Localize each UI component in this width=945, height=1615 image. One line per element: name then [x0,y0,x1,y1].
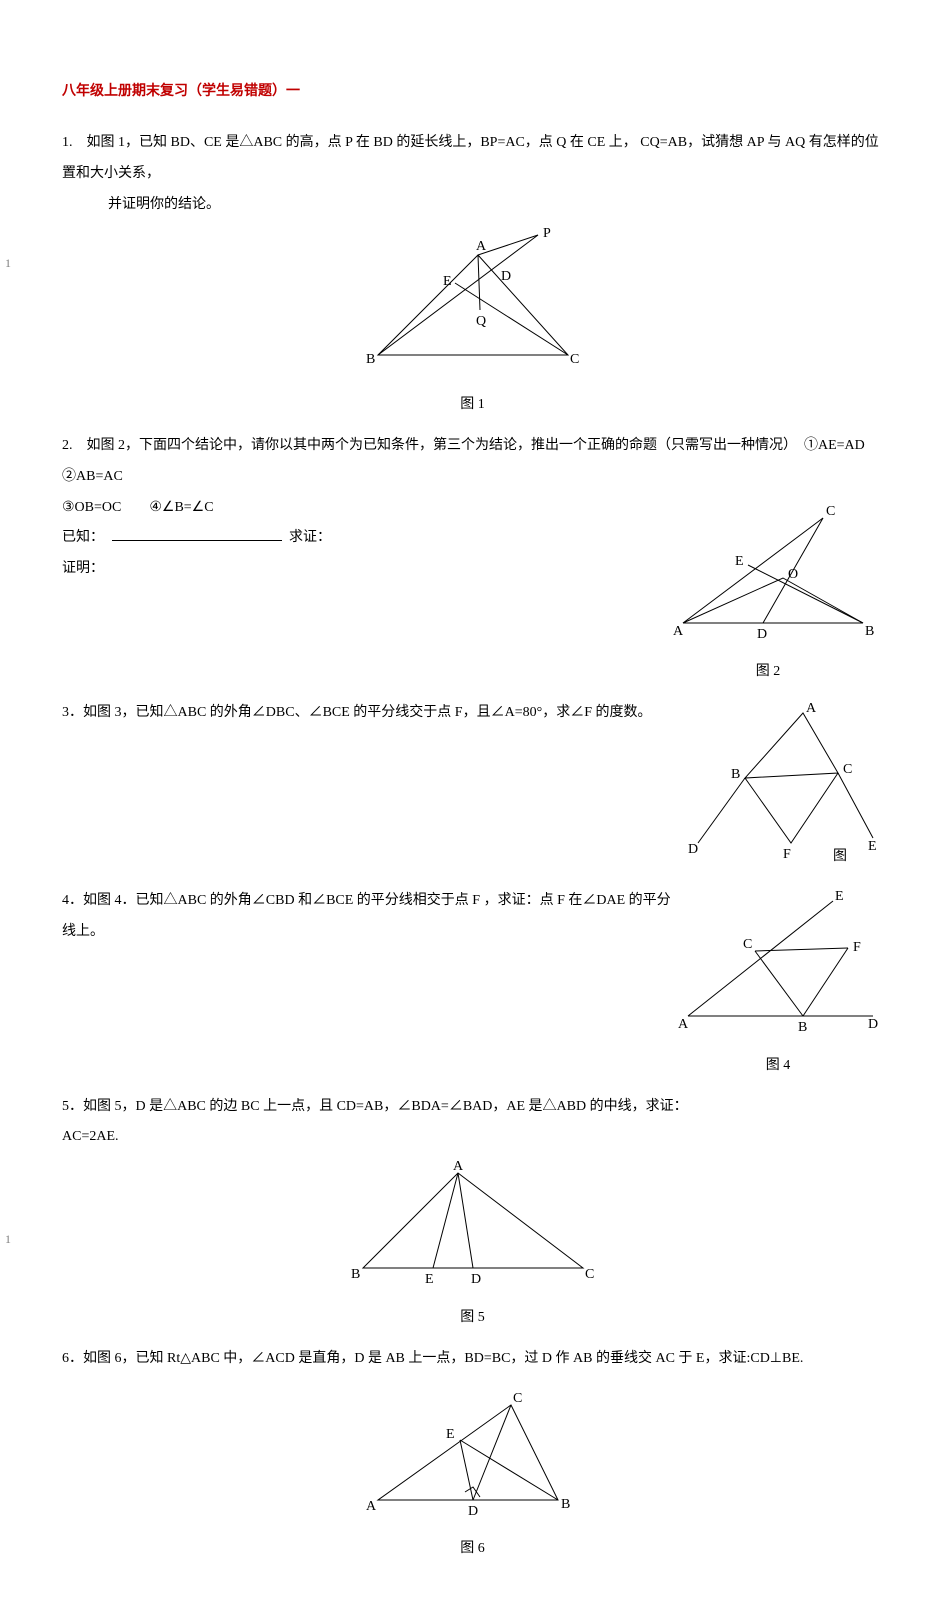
problem-5-line2: AC=2AE. [62,1122,883,1153]
fig4-label-C: C [743,937,752,952]
fig6-label-C: C [513,1391,522,1406]
problem-3-text: 3．如图 3，已知△ABC 的外角∠DBC、∠BCE 的平分线交于点 F，且∠A… [62,698,683,729]
fig6-label-D: D [468,1504,478,1519]
figure-3-wrap: A B C D E F 图 [683,698,883,876]
problem-6: 6．如图 6，已知 Rt△ABC 中，∠ACD 是直角，D 是 AB 上一点，B… [62,1344,883,1565]
figure-2-wrap: A B C D E O 图 2 [653,493,883,689]
figure-2-label: 图 2 [653,657,883,688]
fig6-label-E: E [446,1427,455,1442]
fig2-label-O: O [788,567,798,582]
problem-4-text: 4．如图 4．已知△ABC 的外角∠CBD 和∠BCE 的平分线相交于点 F ，… [62,886,673,948]
problem-2-known: 已知： 求证： [62,523,653,554]
fig3-label-D: D [688,842,698,857]
document-title: 八年级上册期末复习（学生易错题）一 [62,80,883,100]
figure-4-wrap: A B C D E F 图 4 [673,886,883,1082]
figure-4-svg: A B C D E F [673,886,883,1036]
figure-1-wrap: A B C D E P Q 图 1 [62,225,883,421]
problem-2-line1: 2. 如图 2，下面四个结论中，请你以其中两个为已知条件，第三个为结论，推出一个… [62,431,883,493]
figure-5-svg: A B C D E [343,1158,603,1288]
fig2-label-A: A [673,624,684,639]
fig5-label-D: D [471,1272,481,1287]
fig1-label-E: E [443,274,452,289]
fig3-label-fig: 图 [833,849,847,863]
problem-2: 2. 如图 2，下面四个结论中，请你以其中两个为已知条件，第三个为结论，推出一个… [62,431,883,688]
prove-label: 求证： [289,530,331,545]
fig6-label-B: B [561,1497,570,1512]
figure-6-label: 图 6 [62,1534,883,1565]
fig3-label-C: C [843,762,852,777]
figure-3-svg: A B C D E F 图 [683,698,883,863]
figure-5-wrap: A B C D E 图 5 [62,1158,883,1334]
fig4-label-E: E [835,889,844,904]
problem-5-line1: 5．如图 5，D 是△ABC 的边 BC 上一点，且 CD=AB，∠BDA=∠B… [62,1092,883,1123]
figure-1-label: 图 1 [62,390,883,421]
problem-1: 1. 如图 1，已知 BD、CE 是△ABC 的高，点 P 在 BD 的延长线上… [62,128,883,421]
figure-1-svg: A B C D E P Q [358,225,588,375]
fig6-label-A: A [366,1499,377,1514]
fig5-label-E: E [425,1272,434,1287]
page-marker: 1 [5,256,11,271]
problem-5: 5．如图 5，D 是△ABC 的边 BC 上一点，且 CD=AB，∠BDA=∠B… [62,1092,883,1334]
fig3-label-F: F [783,847,791,862]
fig5-label-C: C [585,1267,594,1282]
known-fill-line[interactable] [112,540,282,541]
figure-6-wrap: A B C D E 图 6 [62,1380,883,1566]
fig4-label-B: B [798,1020,807,1035]
problem-4: 4．如图 4．已知△ABC 的外角∠CBD 和∠BCE 的平分线相交于点 F ，… [62,886,883,1082]
fig1-label-B: B [366,352,375,367]
fig4-label-D: D [868,1017,878,1032]
problem-2-line2: ③OB=OC ④∠B=∠C [62,493,653,524]
fig5-label-B: B [351,1267,360,1282]
fig3-label-A: A [806,701,817,716]
figure-4-label: 图 4 [673,1051,883,1082]
fig3-label-E: E [868,839,877,854]
fig1-label-D: D [501,269,511,284]
fig4-label-A: A [678,1017,689,1032]
page-marker-bottom: 1 [5,1232,11,1247]
known-label: 已知： [62,530,104,545]
fig1-label-Q: Q [476,314,486,329]
fig2-label-D: D [757,627,767,642]
figure-5-label: 图 5 [62,1303,883,1334]
figure-6-svg: A B C D E [363,1380,583,1520]
figure-2-svg: A B C D E O [653,493,883,643]
problem-1-line1: 1. 如图 1，已知 BD、CE 是△ABC 的高，点 P 在 BD 的延长线上… [62,128,883,190]
fig3-label-B: B [731,767,740,782]
fig1-label-P: P [543,226,551,241]
fig2-label-B: B [865,624,874,639]
problem-1-line2: 并证明你的结论。 [62,190,883,221]
fig1-label-C: C [570,352,579,367]
problem-2-proof: 证明： [62,554,653,585]
problem-6-text: 6．如图 6，已知 Rt△ABC 中，∠ACD 是直角，D 是 AB 上一点，B… [62,1344,883,1375]
fig1-label-A: A [476,239,487,254]
problem-3: 3．如图 3，已知△ABC 的外角∠DBC、∠BCE 的平分线交于点 F，且∠A… [62,698,883,876]
fig4-label-F: F [853,940,861,955]
fig5-label-A: A [453,1159,464,1174]
fig2-label-C: C [826,504,835,519]
fig2-label-E: E [735,554,744,569]
